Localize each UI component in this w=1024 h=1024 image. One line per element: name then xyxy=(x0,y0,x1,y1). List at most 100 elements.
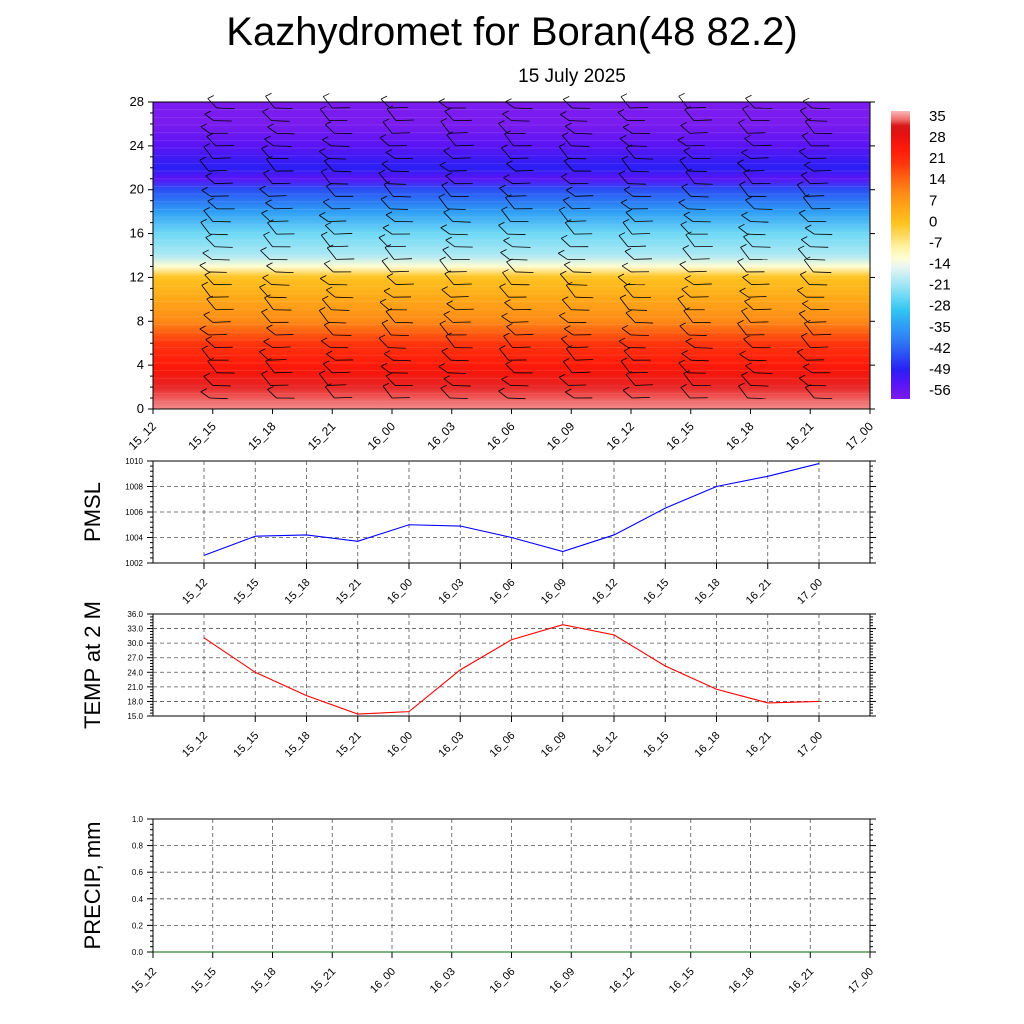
wind-barb xyxy=(803,366,813,374)
wind-barb-flag xyxy=(446,131,453,136)
wind-barb xyxy=(383,290,394,298)
wind-barb-flag xyxy=(620,199,628,203)
wind-barb xyxy=(678,362,689,374)
wind-barb xyxy=(263,341,273,348)
wind-barb-staff xyxy=(572,207,591,210)
wind-barb-flag xyxy=(559,206,566,211)
wind-barb-staff xyxy=(452,157,471,159)
wind-barb-flag xyxy=(199,262,206,266)
wind-barb xyxy=(383,353,394,361)
wind-barb xyxy=(738,226,748,235)
wind-barb xyxy=(446,303,456,311)
wind-barb xyxy=(262,111,272,121)
wind-barb-flag xyxy=(265,199,272,204)
wind-barb xyxy=(743,172,753,184)
wind-barb-flag xyxy=(506,323,513,327)
wind-barb xyxy=(498,123,508,134)
wind-barb-staff xyxy=(814,397,833,400)
wind-barb xyxy=(318,310,329,323)
wind-barb xyxy=(324,225,335,235)
wind-barb-flag xyxy=(386,105,394,110)
wind-barb-flag xyxy=(739,181,746,185)
wind-barb-flag xyxy=(560,270,567,275)
wind-barb xyxy=(380,98,391,109)
wind-barb-staff xyxy=(334,396,353,399)
wind-barb xyxy=(681,186,692,197)
wind-barb xyxy=(266,265,276,273)
wind-barb-flag xyxy=(802,132,809,136)
wind-barb-staff xyxy=(512,346,531,348)
wind-barb-flag xyxy=(381,160,389,165)
wind-barb-flag xyxy=(380,95,388,100)
wind-barb xyxy=(802,303,812,311)
chart-title: Kazhydromet for Boran(48 82.2) xyxy=(226,10,798,54)
wind-barb-flag xyxy=(439,320,446,325)
precip-x-tick-label: 16_15 xyxy=(667,966,697,996)
wind-barb-staff xyxy=(328,321,347,324)
wind-barb xyxy=(379,301,390,311)
wind-barb xyxy=(566,189,576,197)
wind-barb-flag xyxy=(262,274,269,279)
wind-barb-flag xyxy=(564,261,571,266)
wind-barb-flag xyxy=(322,295,329,300)
wind-barb xyxy=(625,147,636,159)
wind-barb xyxy=(742,277,752,285)
wind-barb-flag xyxy=(618,337,626,342)
x-tick-label: 16_18 xyxy=(723,419,757,453)
x-tick-label: 15_12 xyxy=(126,419,160,453)
wind-barb-staff xyxy=(328,220,347,222)
wind-barb xyxy=(683,373,694,386)
wind-barb-flag xyxy=(382,224,390,229)
wind-barb-flag xyxy=(741,149,748,153)
wind-barb-flag xyxy=(798,245,805,250)
wind-barb xyxy=(205,339,216,348)
x-tick-label: 16_06 xyxy=(484,419,518,453)
wind-barb xyxy=(565,284,576,298)
wind-barb-flag xyxy=(741,307,748,312)
wind-barb-staff xyxy=(212,321,231,323)
pmsl-y-tick-label: 1006 xyxy=(125,508,143,517)
wind-barb xyxy=(385,152,396,159)
y-tick-label: 28 xyxy=(130,94,144,109)
wind-barb-flag xyxy=(259,283,266,288)
wind-barb-flag xyxy=(505,360,512,365)
wind-barb xyxy=(501,209,511,222)
wind-barb-flag xyxy=(323,93,330,97)
wind-barb-staff xyxy=(753,144,772,147)
wind-barb-flag xyxy=(440,118,447,122)
wind-barb-staff xyxy=(208,169,227,172)
temp-x-tick-label: 16_12 xyxy=(590,730,620,760)
wind-barb-staff xyxy=(812,107,831,110)
temp-x-tick-label: 16_15 xyxy=(641,730,671,760)
wind-barb-staff xyxy=(810,346,829,348)
wind-barb xyxy=(438,366,448,374)
x-tick-label: 15_15 xyxy=(185,419,219,453)
wind-barb xyxy=(798,212,809,222)
wind-barb-staff xyxy=(333,170,352,173)
wind-barb-flag xyxy=(380,363,388,367)
wind-barb xyxy=(743,236,753,247)
wind-barb-flag xyxy=(380,195,388,200)
pmsl-x-tick-label: 16_06 xyxy=(488,577,518,607)
wind-barb xyxy=(261,311,271,323)
wind-barb xyxy=(323,263,334,273)
wind-barb xyxy=(440,227,450,235)
wind-barb xyxy=(205,237,216,248)
wind-barb-flag xyxy=(321,168,328,173)
wind-barb-flag xyxy=(618,170,626,175)
wind-barb-flag xyxy=(623,347,631,352)
wind-barb xyxy=(683,310,694,323)
pmsl-x-tick-label: 15_12 xyxy=(180,577,210,607)
wind-barb-flag xyxy=(625,371,633,375)
wind-barb xyxy=(801,135,812,147)
wind-barb xyxy=(267,126,277,134)
wind-barb-flag xyxy=(498,221,505,226)
temp-x-tick-label: 15_15 xyxy=(231,730,261,760)
wind-barb xyxy=(738,385,748,399)
wind-barb-staff xyxy=(332,371,351,374)
wind-barb-flag xyxy=(620,357,628,362)
wind-barb-staff xyxy=(447,208,466,210)
wind-barb xyxy=(261,148,271,159)
wind-barb-flag xyxy=(207,357,214,362)
temp-x-tick-label: 16_00 xyxy=(385,730,415,760)
